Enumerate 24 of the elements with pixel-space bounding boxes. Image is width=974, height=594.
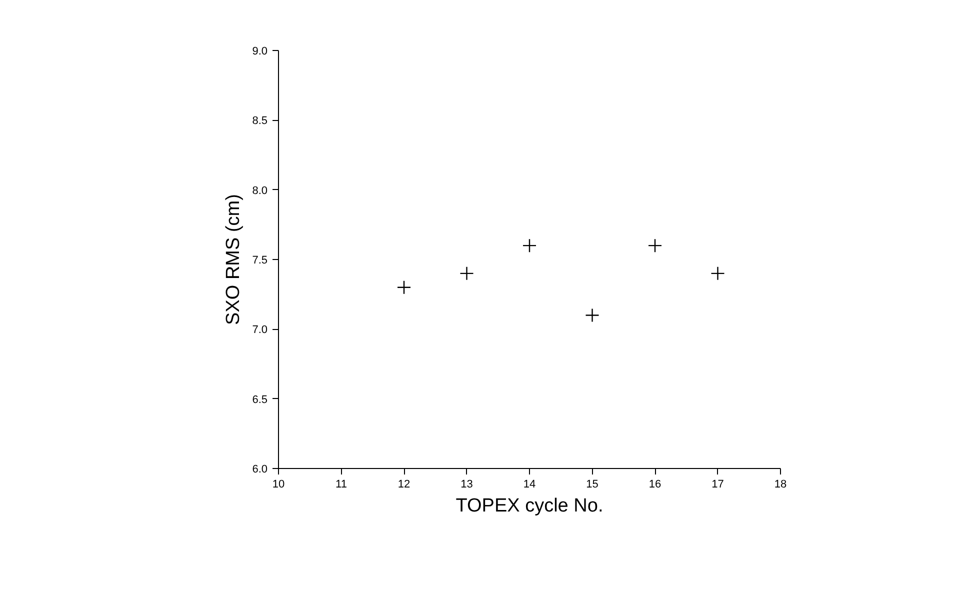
y-tick-label: 8.0 <box>252 184 268 197</box>
point <box>396 280 412 294</box>
point <box>585 308 600 322</box>
x-axis-title: TOPEX cycle No. <box>456 496 604 516</box>
y-tick-label: 8.5 <box>252 115 268 128</box>
x-tick-label: 11 <box>336 478 347 490</box>
y-tick-label: 9.0 <box>252 46 268 58</box>
y-axis-title: SXO RMS (cm) <box>223 194 244 325</box>
y-tick-label: 6.0 <box>252 464 268 476</box>
y-tick-label: 7.0 <box>252 324 268 336</box>
point <box>460 266 474 281</box>
x-tick-label: 17 <box>712 478 724 490</box>
y-tick-label: 6.5 <box>252 394 268 406</box>
x-tick-label: 18 <box>774 478 787 490</box>
x-tick-label: 12 <box>398 478 410 490</box>
point <box>710 266 725 281</box>
x-tick-label: 10 <box>272 478 285 490</box>
x-tick-label: 14 <box>523 478 536 490</box>
point <box>648 238 662 253</box>
x-tick-label: 15 <box>586 478 598 490</box>
x-tick-label: 13 <box>460 478 473 490</box>
x-tick-label: 16 <box>648 478 662 490</box>
y-tick-label: 7.5 <box>252 254 268 266</box>
point <box>522 238 537 253</box>
